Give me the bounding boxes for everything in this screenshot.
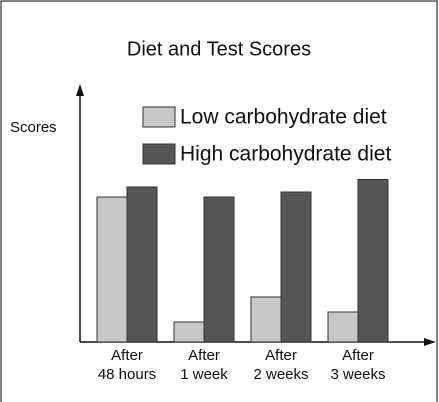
bar	[203, 196, 235, 343]
legend-swatch	[142, 143, 176, 165]
x-axis-arrow	[424, 338, 436, 346]
bar	[357, 179, 389, 343]
bar	[96, 196, 128, 343]
legend-label: Low carbohydrate diet	[180, 106, 387, 129]
bar	[280, 191, 312, 343]
y-axis-label: Scores	[10, 119, 57, 136]
bar	[126, 186, 158, 343]
bar	[173, 321, 205, 343]
bar	[250, 296, 282, 343]
y-axis-arrow	[76, 84, 84, 96]
x-tick-label: After 2 weeks	[253, 347, 309, 383]
x-tick-label: After 48 hours	[97, 347, 157, 383]
x-tick-label: After 3 weeks	[330, 347, 386, 383]
bar	[327, 311, 359, 343]
chart-title: Diet and Test Scores	[127, 38, 311, 60]
x-tick-label: After 1 week	[180, 347, 228, 383]
legend-swatch	[142, 106, 176, 128]
legend-label: High carbohydrate diet	[180, 143, 391, 166]
